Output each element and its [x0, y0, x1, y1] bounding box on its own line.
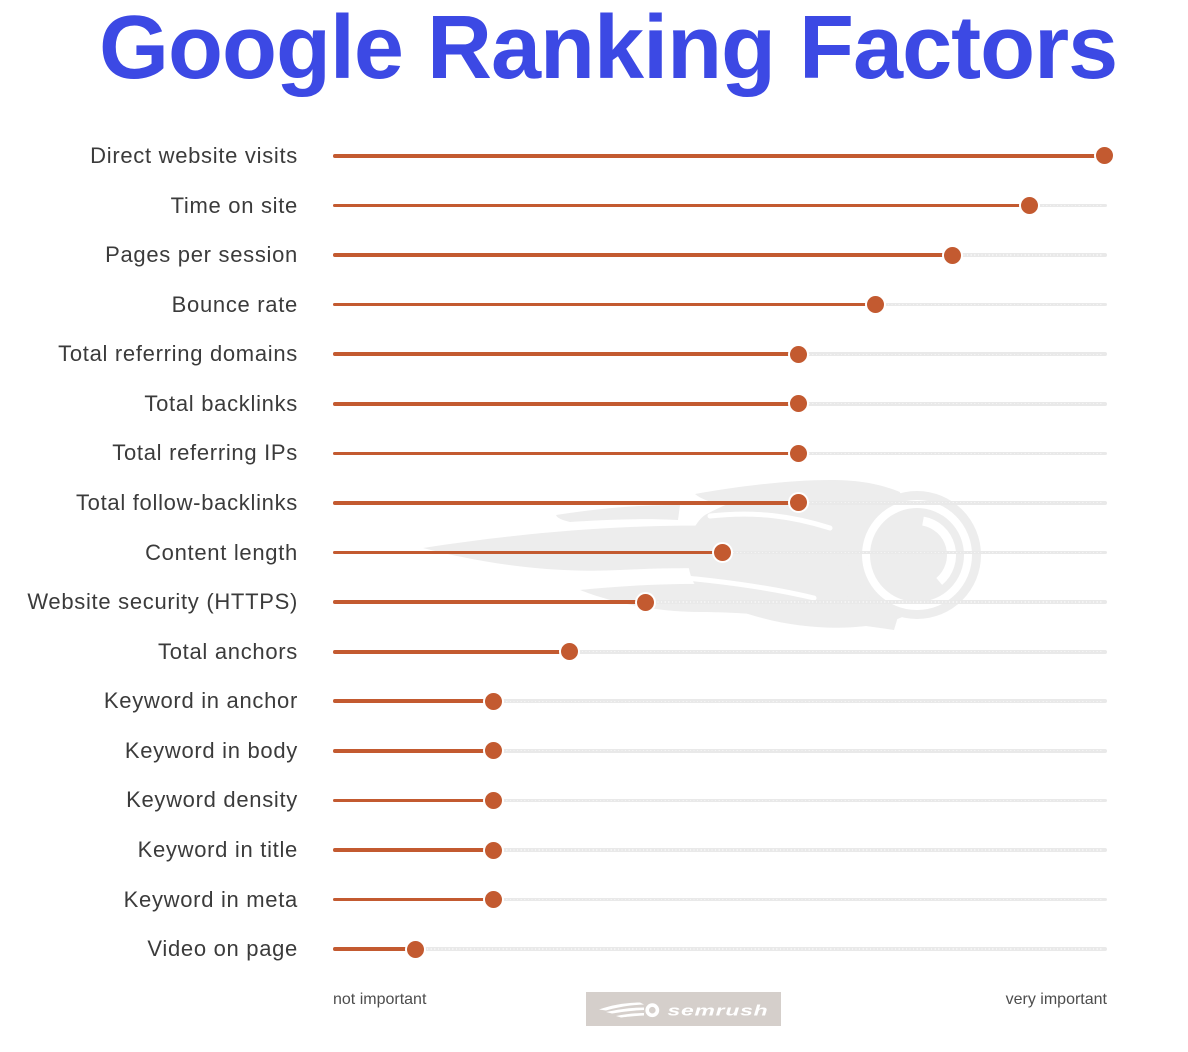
svg-text:semrush: semrush	[668, 1003, 769, 1019]
